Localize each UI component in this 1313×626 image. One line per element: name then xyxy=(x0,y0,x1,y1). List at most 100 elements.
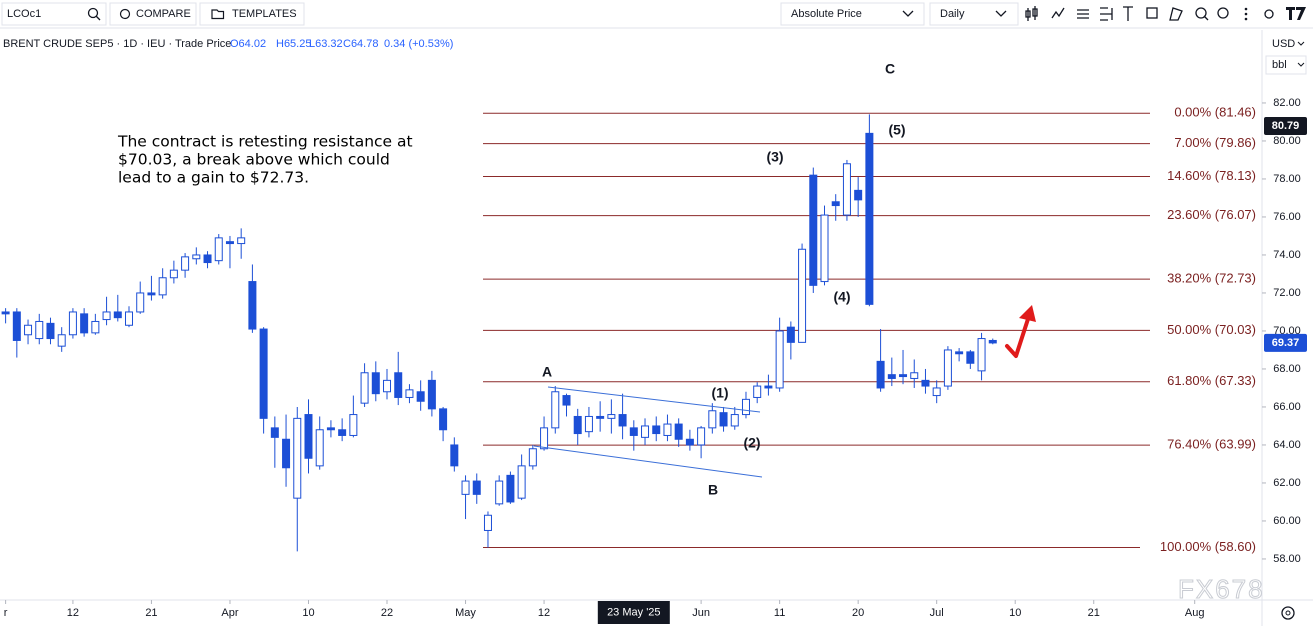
x-tick-label: 10 xyxy=(1009,607,1021,619)
candle-body xyxy=(641,425,650,438)
x-tick-label: 21 xyxy=(145,607,157,619)
toolbar: LCOc1 COMPARE TEMPLATES Absolute Price D… xyxy=(0,0,1313,29)
y-tick-label: 74.00 xyxy=(1273,249,1301,261)
candle-body xyxy=(506,474,515,503)
y-tick-label: 68.00 xyxy=(1273,363,1301,375)
chevron xyxy=(995,10,1007,17)
candle-body xyxy=(282,438,291,469)
wave-label: B xyxy=(708,482,718,498)
legend-close: C64.78 xyxy=(343,38,378,50)
search-icon xyxy=(95,15,101,21)
compare-icon xyxy=(119,8,131,20)
wave-label: A xyxy=(542,364,552,380)
chevron xyxy=(1297,62,1305,67)
candle-body xyxy=(719,412,728,427)
candle-body xyxy=(24,324,33,336)
compare-button[interactable] xyxy=(109,2,197,26)
candle-body xyxy=(899,374,908,378)
candle-body xyxy=(181,256,190,271)
candle-body xyxy=(786,326,795,343)
candle-body xyxy=(46,322,55,340)
candle-body xyxy=(618,414,627,427)
candle-body xyxy=(12,311,21,341)
price-badge-label: 80.79 xyxy=(1272,120,1300,132)
settings-icon xyxy=(1285,610,1291,616)
fib-label: 50.00% (70.03) xyxy=(1167,322,1256,337)
price-badge-label: 69.37 xyxy=(1272,337,1300,349)
annotation: lead to a gain to $72.73. xyxy=(118,169,309,187)
x-tick-label: May xyxy=(455,607,476,619)
candle-body xyxy=(708,410,717,429)
candle-body xyxy=(674,423,683,440)
candle-body xyxy=(528,448,537,467)
settings-icon[interactable] xyxy=(1281,606,1295,620)
more-icon[interactable] xyxy=(1244,7,1248,21)
fib-label: 0.00% (81.46) xyxy=(1174,105,1256,120)
candle-body xyxy=(865,132,874,305)
y-tick-label: 70.00 xyxy=(1273,325,1301,337)
candle-body xyxy=(450,444,459,467)
interval-select[interactable] xyxy=(929,2,1019,26)
currency[interactable]: USD xyxy=(1272,38,1295,50)
candle-body xyxy=(439,408,448,431)
candle-body xyxy=(495,480,504,505)
candle-body xyxy=(540,427,549,450)
candle-body xyxy=(663,423,672,436)
candle-body xyxy=(360,372,369,404)
price-mode-select[interactable] xyxy=(780,2,925,26)
templates-button[interactable] xyxy=(199,2,305,26)
candle-body xyxy=(685,438,694,446)
wave-label: (1) xyxy=(711,385,728,401)
candle-body xyxy=(270,427,279,438)
interval-text: Daily xyxy=(940,8,965,20)
y-tick-label: 66.00 xyxy=(1273,401,1301,413)
candle-body xyxy=(461,480,470,495)
y-tick-label: 60.00 xyxy=(1273,515,1301,527)
candle-body xyxy=(798,248,807,343)
candle-body xyxy=(225,241,234,245)
candle-body xyxy=(730,414,739,427)
logo xyxy=(1286,7,1306,20)
x-tick-label: r xyxy=(4,607,8,619)
candle-body xyxy=(764,385,773,389)
x-tick-label: 11 xyxy=(774,607,785,619)
x-tick-label: 21 xyxy=(1088,607,1100,619)
x-tick-label: 20 xyxy=(852,607,864,619)
crosshair-label-bg xyxy=(597,601,670,624)
unit-box[interactable] xyxy=(1265,55,1307,75)
candle-body xyxy=(169,269,178,279)
candle-body xyxy=(977,338,986,372)
candle-body xyxy=(192,254,201,260)
wave-label: (2) xyxy=(743,435,760,451)
legend-high: H65.25 xyxy=(276,38,311,50)
candle-body xyxy=(304,414,313,459)
candle-body xyxy=(584,415,593,433)
fib-label: 76.40% (63.99) xyxy=(1167,437,1256,452)
candle-body xyxy=(573,415,582,435)
candle-body xyxy=(203,254,212,264)
candle-body xyxy=(921,379,930,387)
candle-body xyxy=(214,237,223,262)
candle-body xyxy=(775,330,784,389)
candle-body xyxy=(943,349,952,387)
tool-icons[interactable] xyxy=(1025,6,1274,21)
symbol-search[interactable] xyxy=(1,2,107,26)
candle-body xyxy=(753,385,762,398)
candle-body xyxy=(910,372,919,379)
y-tick-label: 64.00 xyxy=(1273,439,1301,451)
legend-name: BRENT CRUDE SEP5 · 1D · IEU · Trade Pric… xyxy=(3,38,231,50)
toolbar-bg xyxy=(0,0,1313,28)
y-tick-label: 78.00 xyxy=(1273,173,1301,185)
y-tick-label: 58.00 xyxy=(1273,553,1301,565)
candle-body xyxy=(416,391,425,402)
candle-body xyxy=(562,395,571,406)
candle-body xyxy=(741,398,750,416)
arrow xyxy=(1005,317,1030,358)
candle-body xyxy=(596,415,605,419)
candle-body xyxy=(394,372,403,398)
crosshair-label: 23 May '25 xyxy=(607,606,660,618)
candle-body xyxy=(427,379,436,410)
candle-body xyxy=(349,414,358,436)
candle-body xyxy=(102,311,111,321)
candle-body xyxy=(854,189,863,201)
